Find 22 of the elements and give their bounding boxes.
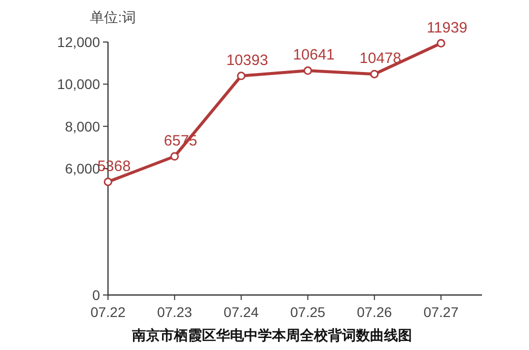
point: [370, 70, 379, 78]
point: [104, 178, 112, 186]
data-label: 11939: [426, 19, 468, 36]
point: [436, 39, 446, 48]
y-axis-title: 单位:词: [90, 9, 136, 25]
y-tick-label: 8,000: [64, 118, 100, 134]
data-label: 10393: [226, 52, 268, 69]
x-tick-label: 07.25: [290, 304, 326, 320]
point: [236, 72, 246, 80]
x-tick-label: 07.24: [224, 304, 259, 320]
y-tick-label: 10,000: [57, 76, 100, 92]
y-tick-label: 12,000: [57, 34, 100, 50]
x-tick-label: 07.27: [423, 304, 459, 320]
data-label: 10641: [292, 46, 335, 64]
x-tick-label: 07.26: [356, 304, 392, 320]
point: [170, 152, 179, 161]
data-label: 10478: [360, 50, 402, 68]
text: 南京市栖霞区华电中学本周全校背词数曲线图: [131, 327, 412, 343]
y-tick-label: 0: [92, 287, 100, 303]
point: [304, 66, 312, 75]
x-tick-label: 07.22: [90, 304, 126, 320]
x-tick-label: 07.23: [157, 304, 192, 320]
